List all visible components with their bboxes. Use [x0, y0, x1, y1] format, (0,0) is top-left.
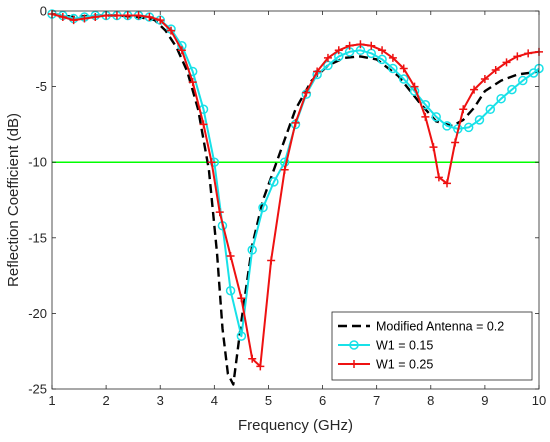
data-point-w1-0-25 — [167, 26, 176, 35]
data-point-w1-0-25 — [345, 41, 354, 50]
x-tick-label: 8 — [427, 393, 434, 408]
data-point-w1-0-25 — [491, 65, 500, 74]
data-point-w1-0-25 — [237, 294, 246, 303]
data-point-w1-0-25 — [378, 46, 387, 55]
data-point-w1-0-25 — [443, 179, 452, 188]
x-tick-label: 7 — [373, 393, 380, 408]
data-point-w1-0-25 — [451, 138, 460, 147]
y-tick-label: 0 — [40, 4, 47, 19]
data-point-w1-0-25 — [226, 251, 235, 260]
data-point-w1-0-25 — [256, 362, 265, 371]
legend-label-w1-025: W1 = 0.25 — [376, 358, 433, 372]
x-tick-label: 1 — [48, 393, 55, 408]
y-tick-label: -25 — [28, 382, 47, 397]
legend-marker-w1-025 — [350, 360, 358, 368]
data-point-w1-0-25 — [480, 75, 489, 84]
data-point-w1-0-25 — [388, 53, 397, 62]
data-point-w1-0-25 — [248, 354, 257, 363]
data-point-w1-0-25 — [58, 13, 67, 22]
data-point-w1-0-25 — [123, 11, 132, 20]
data-point-w1-0-25 — [302, 88, 311, 97]
data-point-w1-0-25 — [459, 105, 468, 114]
data-point-w1-0-25 — [91, 13, 100, 22]
y-axis-title: Reflection Coefficient (dB) — [5, 113, 22, 287]
y-tick-label: -20 — [28, 306, 47, 321]
data-point-w1-0-15 — [247, 245, 257, 255]
data-point-w1-0-25 — [313, 67, 322, 76]
data-point-w1-0-25 — [356, 40, 365, 49]
data-point-w1-0-25 — [434, 173, 443, 182]
tick-layer: 1 2 3 4 5 6 7 8 9 10 0 -5 -10 -15 -20 -25 — [28, 4, 546, 409]
x-tick-label: 6 — [319, 393, 326, 408]
data-point-w1-0-15 — [398, 74, 409, 84]
x-tick-label: 10 — [532, 393, 546, 408]
x-tick-label: 3 — [157, 393, 164, 408]
data-point-w1-0-15 — [463, 122, 474, 133]
data-point-w1-0-25 — [207, 158, 216, 167]
data-point-w1-0-25 — [429, 143, 438, 152]
legend-marker-w1-0-25 — [350, 360, 358, 368]
series-modified-antenna-0-2 — [51, 12, 540, 386]
data-point-w1-0-15 — [431, 112, 441, 122]
data-point-w1-0-25 — [134, 11, 143, 20]
data-point-w1-0-25 — [470, 85, 479, 94]
data-point-w1-0-15 — [225, 285, 236, 296]
x-tick-label: 2 — [102, 393, 109, 408]
data-point-w1-0-25 — [280, 165, 289, 174]
x-tick-label: 4 — [211, 393, 218, 408]
data-point-w1-0-25 — [513, 52, 522, 61]
data-point-w1-0-15 — [388, 63, 398, 74]
data-point-w1-0-15 — [258, 202, 268, 213]
data-point-w1-0-25 — [199, 120, 208, 129]
y-tick-label: -10 — [28, 155, 47, 170]
data-point-w1-0-25 — [410, 82, 419, 91]
data-point-w1-0-25 — [323, 53, 332, 62]
series-line-modified-antenna-0-2 — [51, 12, 540, 386]
data-point-w1-0-25 — [145, 13, 154, 22]
data-point-w1-0-25 — [177, 46, 186, 55]
data-point-w1-0-25 — [502, 58, 511, 67]
data-point-w1-0-15 — [236, 331, 247, 341]
x-tick-label: 9 — [481, 393, 488, 408]
legend-label-modified-antenna: Modified Antenna = 0.2 — [376, 320, 504, 334]
data-point-w1-0-15 — [528, 68, 539, 78]
data-point-w1-0-15 — [485, 104, 496, 115]
data-point-w1-0-15 — [377, 54, 387, 65]
legend-label-w1-015: W1 = 0.15 — [376, 339, 433, 353]
data-point-w1-0-25 — [291, 118, 300, 127]
data-point-w1-0-25 — [112, 11, 121, 20]
legend-marker-w1-0-15 — [349, 340, 359, 350]
x-tick-label: 5 — [265, 393, 272, 408]
data-point-w1-0-25 — [267, 256, 276, 265]
legend: Modified Antenna = 0.2 W1 = 0.15 W1 = 0.… — [331, 311, 533, 381]
plot-frame — [51, 10, 540, 390]
data-point-w1-0-25 — [156, 16, 165, 25]
data-point-w1-0-25 — [367, 41, 376, 50]
data-point-w1-0-15 — [518, 75, 528, 86]
y-tick-label: -5 — [35, 79, 47, 94]
series-layer — [47, 9, 544, 386]
data-point-w1-0-25 — [215, 208, 224, 217]
data-point-w1-0-15 — [507, 84, 517, 95]
data-point-w1-0-25 — [188, 78, 197, 87]
data-point-w1-0-25 — [399, 64, 408, 73]
x-axis-title: Frequency (GHz) — [238, 417, 353, 434]
data-point-w1-0-25 — [524, 49, 533, 58]
data-point-w1-0-15 — [442, 121, 452, 131]
data-point-w1-0-25 — [69, 16, 78, 25]
series-w1-0-25 — [48, 10, 543, 371]
legend-marker-w1-015 — [349, 340, 359, 350]
data-point-w1-0-25 — [80, 14, 89, 23]
data-point-w1-0-15 — [496, 93, 506, 104]
y-tick-label: -15 — [28, 230, 47, 245]
data-point-w1-0-25 — [421, 112, 430, 121]
data-point-w1-0-15 — [474, 115, 485, 125]
data-point-w1-0-15 — [269, 177, 279, 187]
data-point-w1-0-25 — [334, 46, 343, 55]
